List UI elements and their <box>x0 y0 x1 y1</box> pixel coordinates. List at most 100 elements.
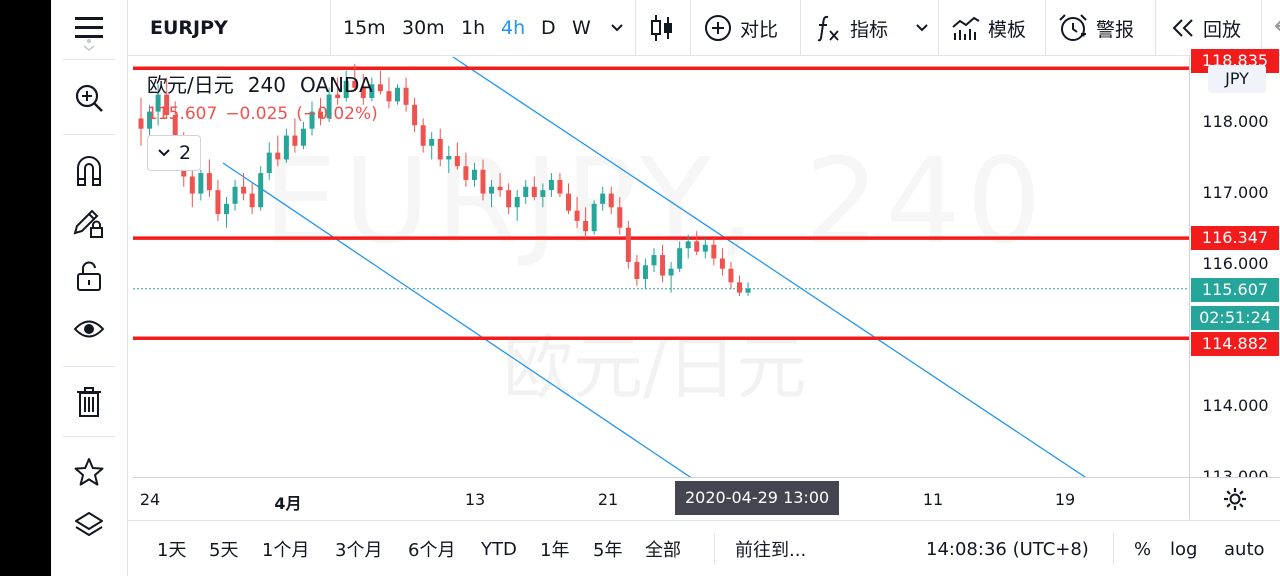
candle-body <box>403 87 409 105</box>
time-tick: 19 <box>1054 490 1076 509</box>
toolbar-divider <box>1261 0 1262 56</box>
candle-body <box>531 186 537 197</box>
range-1y[interactable]: 1年 <box>540 540 570 561</box>
range-6m[interactable]: 6个月 <box>408 540 456 561</box>
range-1d[interactable]: 1天 <box>157 540 187 561</box>
crosshair-time-tag: 2020-04-29 13:00 <box>675 481 840 515</box>
toolbar-divider <box>800 0 801 56</box>
candle-body <box>677 248 683 269</box>
chart-app: EURJPY 15m 30m 1h 4h D W 对比 指标 模板 <box>51 0 1280 576</box>
range-5y[interactable]: 5年 <box>593 540 623 561</box>
candle-body <box>172 115 178 146</box>
templates-button[interactable]: 模板 <box>952 0 1026 56</box>
indicators-dropdown-chevron-icon[interactable] <box>915 0 937 56</box>
description-watermark: 欧元/日元 <box>503 327 807 409</box>
magnet-icon[interactable] <box>51 149 127 193</box>
eye-icon[interactable] <box>51 307 127 351</box>
candle-body <box>215 190 221 215</box>
auto-scale-toggle[interactable]: auto <box>1224 538 1265 560</box>
legend-collapse-button[interactable]: 2 <box>147 135 201 171</box>
trash-icon[interactable] <box>51 380 127 424</box>
interval-dropdown-chevron-icon[interactable] <box>610 0 632 56</box>
price-chart <box>133 57 1189 477</box>
time-axis[interactable]: 24 4月 13 21 11 19 2020-04-29 13:00 <box>133 477 1189 519</box>
candle-body <box>412 104 418 126</box>
toolbar-divider <box>690 0 691 56</box>
candle-body <box>702 244 708 252</box>
template-chart-icon <box>952 16 980 40</box>
candle-body <box>583 220 589 232</box>
menu-icon[interactable] <box>51 6 127 50</box>
chart-settings-gear-icon[interactable] <box>1189 477 1280 519</box>
time-tick: 11 <box>922 490 944 509</box>
compare-label: 对比 <box>740 18 779 41</box>
interval-d[interactable]: D <box>541 17 556 39</box>
symbol-search-button[interactable]: EURJPY <box>150 17 228 39</box>
candle-body <box>249 193 255 208</box>
log-scale-toggle[interactable]: log <box>1170 538 1198 560</box>
candle-body <box>642 265 648 279</box>
layers-icon[interactable] <box>51 503 127 547</box>
star-favorites-icon[interactable] <box>51 450 127 494</box>
interval-1h[interactable]: 1h <box>461 17 486 39</box>
chevron-down-icon <box>158 149 170 157</box>
candle-body <box>318 111 324 119</box>
compare-button[interactable]: 对比 <box>704 0 778 56</box>
candle-body <box>258 173 264 208</box>
candle-body <box>266 152 272 174</box>
legend-change: −0.025 <box>225 104 289 124</box>
range-1m[interactable]: 1个月 <box>262 540 310 561</box>
symbol-legend: 欧元/日元 240 OANDA <box>147 69 387 98</box>
level-tag-116347: 116.347 <box>1191 226 1279 250</box>
candle-body <box>608 193 614 208</box>
price-tick: 118.000 <box>1202 112 1269 131</box>
candle-body <box>728 268 734 283</box>
more-tools-dots-icon[interactable] <box>51 36 127 52</box>
top-toolbar: EURJPY 15m 30m 1h 4h D W 对比 指标 模板 <box>128 0 1280 56</box>
indicators-button[interactable]: 指标 <box>816 0 888 56</box>
candle-body <box>497 186 503 191</box>
candle-body <box>198 173 204 194</box>
time-tick: 24 <box>139 490 161 509</box>
range-3m[interactable]: 3个月 <box>335 540 383 561</box>
candle-body <box>335 94 341 98</box>
undo-icon[interactable] <box>1273 0 1280 56</box>
percent-scale-toggle[interactable]: % <box>1134 538 1152 560</box>
interval-30m[interactable]: 30m <box>402 17 445 39</box>
unlock-icon[interactable] <box>51 254 127 298</box>
interval-4h[interactable]: 4h <box>501 17 526 39</box>
range-all[interactable]: 全部 <box>645 540 681 561</box>
candle-body <box>386 91 392 102</box>
timezone-clock[interactable]: 14:08:36 (UTC+8) <box>926 538 1089 560</box>
candle-body <box>275 152 281 160</box>
time-tick: 4月 <box>274 494 302 513</box>
candle-body <box>540 190 546 197</box>
goto-date-button[interactable]: 前往到... <box>735 540 807 561</box>
range-ytd[interactable]: YTD <box>481 538 517 560</box>
candle-body <box>352 80 358 88</box>
alert-label: 警报 <box>1096 18 1135 41</box>
chart-type-candles-icon[interactable] <box>650 0 682 56</box>
zoom-in-icon[interactable] <box>51 76 127 120</box>
candle-body <box>694 241 700 252</box>
interval-15m[interactable]: 15m <box>343 17 386 39</box>
candle-body <box>292 135 298 146</box>
replay-button[interactable]: 回放 <box>1171 0 1241 56</box>
candle-body <box>147 111 153 129</box>
alert-button[interactable]: 警报 <box>1058 0 1134 56</box>
candle-body <box>224 203 229 215</box>
range-5d[interactable]: 5天 <box>209 540 239 561</box>
toolbar-divider <box>1113 533 1114 565</box>
templates-label: 模板 <box>988 18 1027 41</box>
candle-body <box>557 179 563 194</box>
price-tick: 114.000 <box>1202 396 1269 415</box>
price-axis[interactable]: 118.835 JPY 118.000 117.000 116.347 116.… <box>1189 49 1280 486</box>
candle-body <box>446 156 452 160</box>
toolbar-divider <box>714 533 715 565</box>
currency-badge[interactable]: JPY <box>1208 65 1266 93</box>
candle-body <box>283 135 289 160</box>
interval-w[interactable]: W <box>572 17 591 39</box>
lock-drawing-pencil-icon[interactable] <box>51 200 127 244</box>
bar-countdown-tag: 02:51:24 <box>1191 306 1279 330</box>
